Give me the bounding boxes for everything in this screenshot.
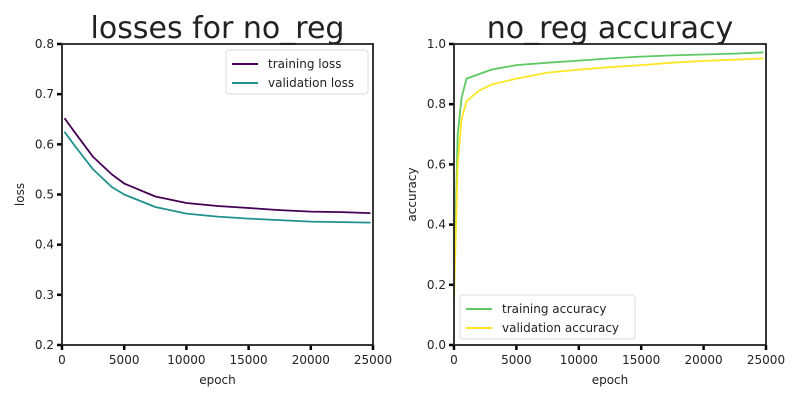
chart-title: no_reg accuracy [487,11,733,46]
series-line-training-loss [65,118,371,213]
x-tick-label: 20000 [685,353,723,367]
x-tick-label: 25000 [747,353,785,367]
x-axis-label: epoch [592,373,629,387]
y-tick-label: 0.8 [427,97,446,111]
y-tick-label: 0.7 [35,87,54,101]
legend: training accuracy validation accuracy [460,295,635,339]
legend-label: training loss [268,57,341,71]
y-axis-label: loss [13,183,27,206]
y-axis-label: accuracy [405,167,419,221]
series-line-training-accuracy [454,52,764,284]
x-axis-label: epoch [199,373,236,387]
chart-title: losses for no_reg [91,11,345,46]
legend-label: training accuracy [502,302,606,316]
legend: training loss validation loss [226,50,368,94]
y-tick-label: 0.3 [35,288,54,302]
x-tick-label: 25000 [354,353,392,367]
x-tick-label: 5000 [109,353,140,367]
y-tick-label: 0.8 [35,37,54,51]
y-tick-label: 0.0 [427,338,446,352]
legend-label: validation loss [268,76,354,90]
y-tick-label: 0.6 [427,157,446,171]
series-line-validation-loss [65,132,371,223]
y-tick-label: 0.4 [427,218,446,232]
x-tick-label: 0 [58,353,66,367]
legend-label: validation accuracy [502,321,619,335]
series-line-validation-accuracy [454,58,764,300]
y-tick-label: 1.0 [427,37,446,51]
y-tick-label: 0.6 [35,137,54,151]
y-tick-label: 0.5 [35,188,54,202]
x-tick-label: 20000 [292,353,330,367]
x-tick-label: 15000 [230,353,268,367]
y-tick-label: 0.4 [35,238,54,252]
x-tick-label: 0 [450,353,458,367]
x-tick-label: 10000 [560,353,598,367]
y-tick-label: 0.2 [35,338,54,352]
x-tick-label: 15000 [622,353,660,367]
x-tick-label: 10000 [167,353,205,367]
chart-2: no_reg accuracy epoch accuracy 0 5000 10000 15… [405,11,785,387]
y-tick-label: 0.2 [427,278,446,292]
x-tick-label: 5000 [501,353,532,367]
